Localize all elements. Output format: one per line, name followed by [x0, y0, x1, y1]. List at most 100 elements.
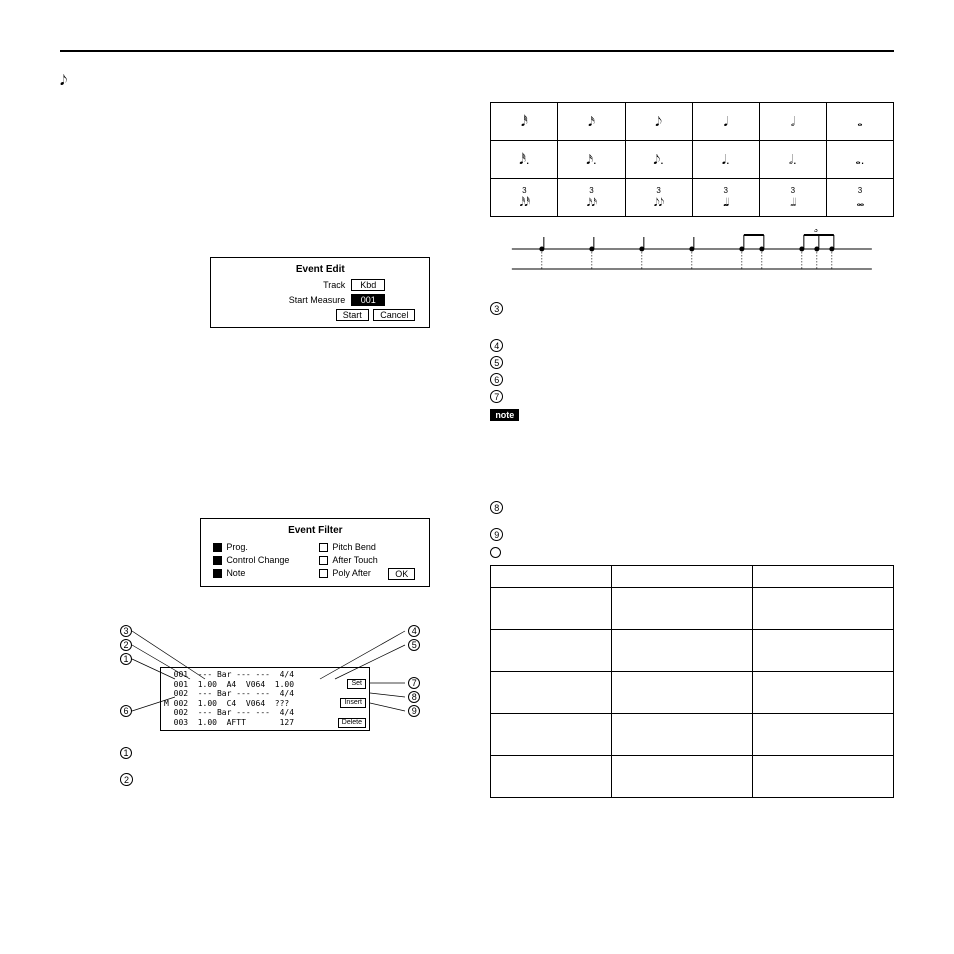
- right-column: 𝅘𝅥𝅰 𝅘𝅥𝅯 𝅘𝅥𝅮 𝅘𝅥 𝅗𝅥 𝅝 𝅘𝅥𝅰. 𝅘𝅥𝅯. 𝅘𝅥𝅮. 𝅘𝅥. 𝅗…: [490, 72, 894, 798]
- note-value-table: 𝅘𝅥𝅰 𝅘𝅥𝅯 𝅘𝅥𝅮 𝅘𝅥 𝅗𝅥 𝅝 𝅘𝅥𝅰. 𝅘𝅥𝅯. 𝅘𝅥𝅮. 𝅘𝅥. 𝅗…: [490, 102, 894, 217]
- table-header: [612, 566, 753, 588]
- label-pitch-bend: Pitch Bend: [332, 542, 376, 552]
- table-cell: [491, 756, 612, 798]
- table-header: [753, 566, 894, 588]
- table-cell: [612, 588, 753, 630]
- ok-button[interactable]: OK: [388, 568, 415, 580]
- numbered-list-lower: 8 9: [490, 501, 894, 541]
- table-header: [491, 566, 612, 588]
- callout-7: 7: [408, 677, 420, 689]
- event-line-1: 001 1.00 A4 V064 1.00: [164, 680, 294, 689]
- start-measure-label: Start Measure: [255, 295, 345, 305]
- table-cell: [612, 756, 753, 798]
- table-cell: [753, 756, 894, 798]
- svg-text:3: 3: [814, 229, 818, 234]
- table-cell: [491, 630, 612, 672]
- label-control-change: Control Change: [226, 555, 289, 565]
- cancel-button[interactable]: Cancel: [373, 309, 415, 321]
- eighth-note-marker: 𝅘𝅥𝅮: [60, 72, 460, 89]
- checkbox-pitch-bend[interactable]: [319, 543, 328, 552]
- note-cell: 𝅗𝅥.: [759, 141, 826, 179]
- note-cell: 𝅘𝅥.: [692, 141, 759, 179]
- note-cell: 𝅝.: [826, 141, 893, 179]
- data-table: [490, 565, 894, 798]
- table-cell: [753, 714, 894, 756]
- event-list-wrap: 3 2 1 6 4 5 7 8 9: [60, 617, 460, 767]
- table-cell: [491, 714, 612, 756]
- triplet-cell: 3𝅘𝅥𝅮𝅘𝅥𝅮: [625, 179, 692, 217]
- event-list-panel: 001 --- Bar --- --- 4/4 001 1.00 A4 V064…: [160, 667, 370, 731]
- callout-3: 3: [120, 625, 132, 637]
- event-edit-dialog: Event Edit Track Kbd Start Measure 001 S…: [210, 257, 430, 328]
- left-column: 𝅘𝅥𝅮 Event Edit Track Kbd Start Measure 0…: [60, 72, 460, 798]
- hollow-bullet: [490, 547, 501, 558]
- set-button[interactable]: Set: [347, 679, 366, 689]
- note-cell: 𝅘𝅥𝅰: [491, 103, 558, 141]
- table-cell: [491, 588, 612, 630]
- timeline-diagram: 3: [490, 229, 894, 279]
- item-3: 3: [490, 302, 503, 315]
- table-cell: [612, 630, 753, 672]
- note-cell: 𝅗𝅥: [759, 103, 826, 141]
- track-label: Track: [255, 280, 345, 290]
- note-cell: 𝅘𝅥𝅰.: [491, 141, 558, 179]
- item-5: 5: [490, 356, 503, 369]
- checkbox-note[interactable]: [213, 569, 222, 578]
- item-4: 4: [490, 339, 503, 352]
- callout-4: 4: [408, 625, 420, 637]
- insert-button[interactable]: Insert: [340, 698, 366, 708]
- callout-5: 5: [408, 639, 420, 651]
- callout-8: 8: [408, 691, 420, 703]
- table-cell: [753, 672, 894, 714]
- page-rule: [60, 50, 894, 52]
- table-cell: [753, 630, 894, 672]
- note-cell: 𝅝: [826, 103, 893, 141]
- event-line-0: 001 --- Bar --- --- 4/4: [164, 670, 294, 679]
- item-6: 6: [490, 373, 503, 386]
- event-edit-title: Event Edit: [219, 264, 421, 275]
- note-cell: 𝅘𝅥𝅯: [558, 103, 625, 141]
- note-cell: 𝅘𝅥𝅮: [625, 103, 692, 141]
- checkbox-control-change[interactable]: [213, 556, 222, 565]
- triplet-cell: 3𝅝𝅝: [826, 179, 893, 217]
- delete-button[interactable]: Delete: [338, 718, 366, 728]
- triplet-cell: 3𝅘𝅥𝅘𝅥: [692, 179, 759, 217]
- triplet-cell: 3𝅘𝅥𝅯𝅘𝅥𝅯: [558, 179, 625, 217]
- checkbox-after-touch[interactable]: [319, 556, 328, 565]
- table-cell: [612, 672, 753, 714]
- item-8: 8: [490, 501, 503, 514]
- table-cell: [491, 672, 612, 714]
- event-line-5: 003 1.00 AFTT 127: [164, 718, 294, 727]
- item-9: 9: [490, 528, 503, 541]
- callout-6: 6: [120, 705, 132, 717]
- note-cell: 𝅘𝅥𝅮.: [625, 141, 692, 179]
- event-filter-title: Event Filter: [209, 525, 421, 536]
- label-prog: Prog.: [226, 542, 248, 552]
- start-button[interactable]: Start: [336, 309, 369, 321]
- table-cell: [612, 714, 753, 756]
- note-cell: 𝅘𝅥: [692, 103, 759, 141]
- start-measure-value[interactable]: 001: [351, 294, 385, 306]
- track-value[interactable]: Kbd: [351, 279, 385, 291]
- numbered-list-upper: 3 4 5 6 7: [490, 302, 894, 403]
- note-tag: note: [490, 409, 519, 421]
- callout-9: 9: [408, 705, 420, 717]
- event-filter-dialog: Event Filter Prog. Control Change Note P…: [200, 518, 430, 587]
- triplet-cell: 3𝅗𝅥𝅗𝅥: [759, 179, 826, 217]
- table-cell: [753, 588, 894, 630]
- event-line-4: 002 --- Bar --- --- 4/4: [164, 708, 294, 717]
- callout-1: 1: [120, 653, 132, 665]
- callout-2: 2: [120, 639, 132, 651]
- triplet-cell: 3𝅘𝅥𝅰𝅘𝅥𝅰: [491, 179, 558, 217]
- event-line-2: 002 --- Bar --- --- 4/4: [164, 689, 294, 698]
- label-poly-after: Poly After: [332, 568, 371, 578]
- checkbox-prog[interactable]: [213, 543, 222, 552]
- item-7: 7: [490, 390, 503, 403]
- label-note: Note: [226, 568, 245, 578]
- label-after-touch: After Touch: [332, 555, 377, 565]
- checkbox-poly-after[interactable]: [319, 569, 328, 578]
- note-cell: 𝅘𝅥𝅯.: [558, 141, 625, 179]
- below-2: 2: [120, 773, 133, 786]
- below-1: 1: [120, 747, 132, 759]
- event-line-3: M 002 1.00 C4 V064 ???: [164, 699, 289, 708]
